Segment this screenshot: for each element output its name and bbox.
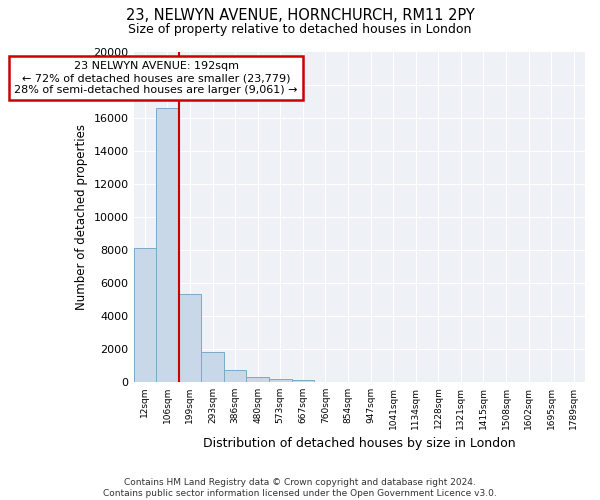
Y-axis label: Number of detached properties: Number of detached properties [75,124,88,310]
Bar [201,352,224,382]
Bar [156,108,179,382]
Bar [224,370,247,382]
Bar [292,380,314,382]
Text: 23 NELWYN AVENUE: 192sqm
← 72% of detached houses are smaller (23,779)
28% of se: 23 NELWYN AVENUE: 192sqm ← 72% of detach… [14,62,298,94]
Bar [247,376,269,382]
Bar [133,248,156,382]
Bar [179,294,201,382]
Text: Size of property relative to detached houses in London: Size of property relative to detached ho… [128,22,472,36]
Bar [269,378,292,382]
Text: Contains HM Land Registry data © Crown copyright and database right 2024.
Contai: Contains HM Land Registry data © Crown c… [103,478,497,498]
Text: 23, NELWYN AVENUE, HORNCHURCH, RM11 2PY: 23, NELWYN AVENUE, HORNCHURCH, RM11 2PY [125,8,475,22]
X-axis label: Distribution of detached houses by size in London: Distribution of detached houses by size … [203,437,515,450]
